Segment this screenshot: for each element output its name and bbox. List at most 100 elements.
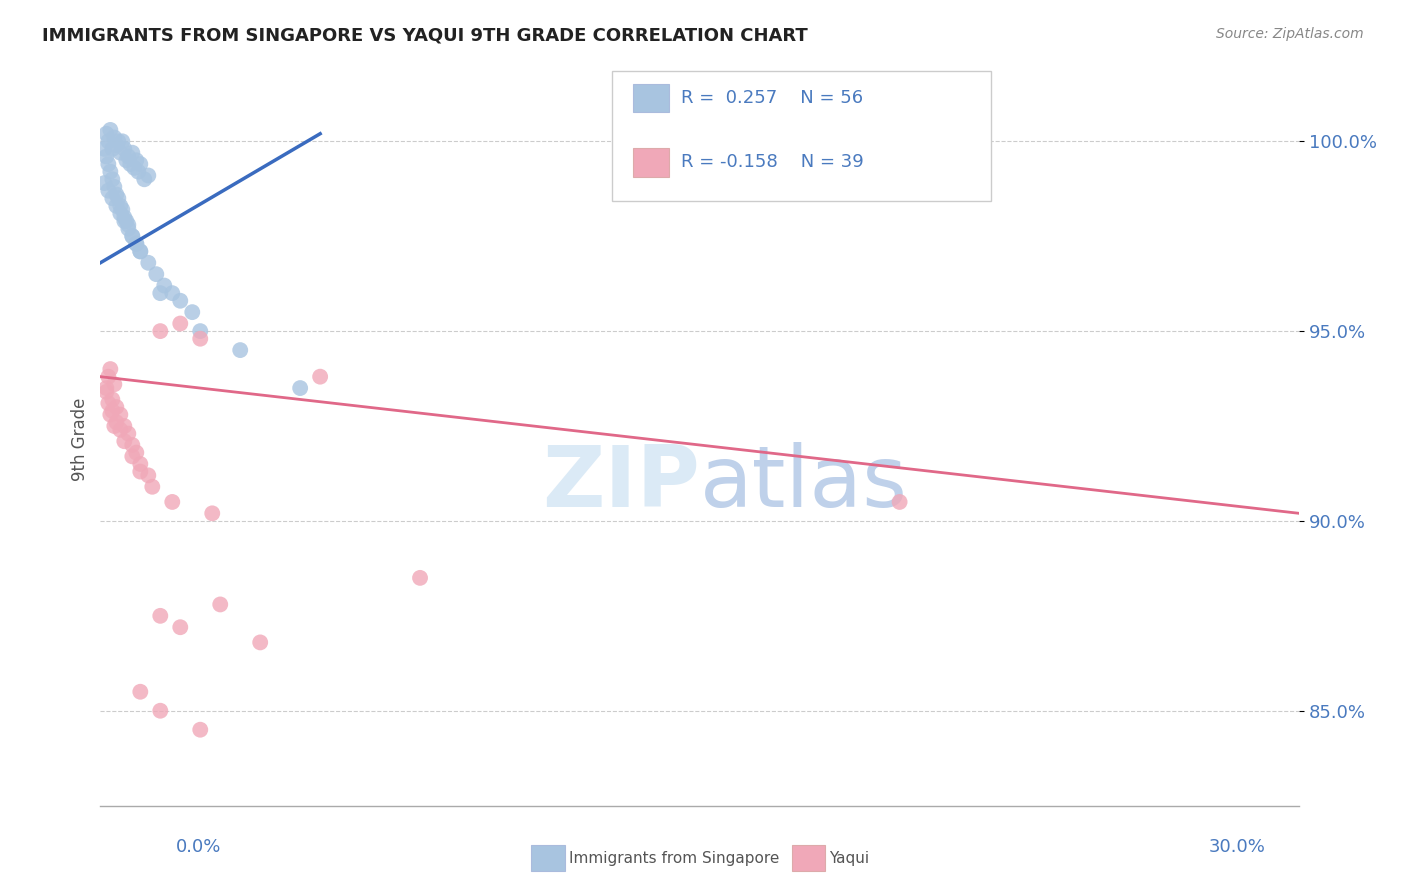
- Point: [110, 145, 132, 160]
- Point: [169, 293, 191, 308]
- Text: R =  0.257    N = 56: R = 0.257 N = 56: [681, 89, 863, 107]
- Point: [96, 149, 118, 163]
- Point: [249, 635, 271, 649]
- Point: [111, 202, 134, 217]
- Text: Source: ZipAtlas.com: Source: ZipAtlas.com: [1216, 27, 1364, 41]
- Point: [129, 244, 152, 259]
- Point: [101, 191, 124, 205]
- Point: [107, 134, 129, 148]
- Point: [93, 142, 115, 156]
- Point: [115, 214, 138, 228]
- Point: [98, 123, 121, 137]
- Point: [97, 134, 120, 148]
- Point: [121, 145, 143, 160]
- Point: [136, 256, 159, 270]
- Point: [112, 142, 135, 156]
- Point: [188, 324, 211, 338]
- Point: [101, 142, 124, 156]
- Point: [97, 184, 120, 198]
- Point: [117, 149, 139, 163]
- Point: [149, 608, 172, 623]
- Point: [229, 343, 252, 357]
- Text: Yaqui: Yaqui: [830, 851, 870, 865]
- Point: [121, 229, 143, 244]
- Point: [124, 161, 146, 175]
- Point: [121, 438, 143, 452]
- Point: [105, 138, 128, 153]
- Point: [149, 324, 172, 338]
- Point: [125, 445, 148, 459]
- Point: [129, 685, 152, 699]
- Text: 30.0%: 30.0%: [1209, 838, 1265, 855]
- Point: [103, 377, 125, 392]
- Point: [125, 236, 148, 251]
- Point: [112, 434, 135, 449]
- Point: [117, 218, 139, 232]
- Point: [101, 404, 124, 418]
- Point: [96, 381, 118, 395]
- Text: R = -0.158    N = 39: R = -0.158 N = 39: [681, 153, 863, 171]
- Text: atlas: atlas: [700, 442, 908, 524]
- Point: [110, 408, 132, 422]
- Point: [103, 179, 125, 194]
- Point: [115, 153, 138, 168]
- Point: [125, 153, 148, 168]
- Text: 0.0%: 0.0%: [176, 838, 221, 855]
- Point: [97, 157, 120, 171]
- Point: [134, 172, 156, 186]
- Point: [112, 214, 135, 228]
- Point: [149, 286, 172, 301]
- Text: ZIP: ZIP: [543, 442, 700, 524]
- Point: [105, 415, 128, 429]
- Point: [209, 598, 232, 612]
- Point: [110, 206, 132, 220]
- Point: [97, 369, 120, 384]
- Point: [309, 369, 332, 384]
- Point: [129, 457, 152, 471]
- Point: [169, 317, 191, 331]
- Point: [136, 169, 159, 183]
- Point: [129, 465, 152, 479]
- Point: [162, 495, 184, 509]
- Point: [889, 495, 911, 509]
- Point: [105, 187, 128, 202]
- Point: [110, 199, 132, 213]
- Point: [121, 450, 143, 464]
- Point: [120, 157, 142, 171]
- Point: [112, 211, 135, 225]
- Point: [145, 267, 167, 281]
- Point: [125, 236, 148, 251]
- Point: [121, 229, 143, 244]
- Point: [117, 426, 139, 441]
- Point: [107, 191, 129, 205]
- Point: [101, 172, 124, 186]
- Point: [103, 130, 125, 145]
- Point: [98, 164, 121, 178]
- Point: [162, 286, 184, 301]
- Point: [105, 400, 128, 414]
- Point: [110, 423, 132, 437]
- Text: IMMIGRANTS FROM SINGAPORE VS YAQUI 9TH GRADE CORRELATION CHART: IMMIGRANTS FROM SINGAPORE VS YAQUI 9TH G…: [42, 27, 808, 45]
- Point: [188, 723, 211, 737]
- Point: [97, 396, 120, 410]
- Point: [288, 381, 311, 395]
- Point: [96, 384, 118, 399]
- Point: [153, 278, 176, 293]
- Point: [409, 571, 432, 585]
- Text: Immigrants from Singapore: Immigrants from Singapore: [569, 851, 780, 865]
- Point: [98, 408, 121, 422]
- Point: [169, 620, 191, 634]
- Y-axis label: 9th Grade: 9th Grade: [72, 398, 89, 481]
- Point: [181, 305, 204, 319]
- Point: [96, 127, 118, 141]
- Point: [101, 392, 124, 407]
- Point: [117, 221, 139, 235]
- Point: [105, 199, 128, 213]
- Point: [141, 480, 163, 494]
- Point: [98, 362, 121, 376]
- Point: [201, 506, 224, 520]
- Point: [129, 244, 152, 259]
- Point: [112, 419, 135, 434]
- Point: [136, 468, 159, 483]
- Point: [188, 332, 211, 346]
